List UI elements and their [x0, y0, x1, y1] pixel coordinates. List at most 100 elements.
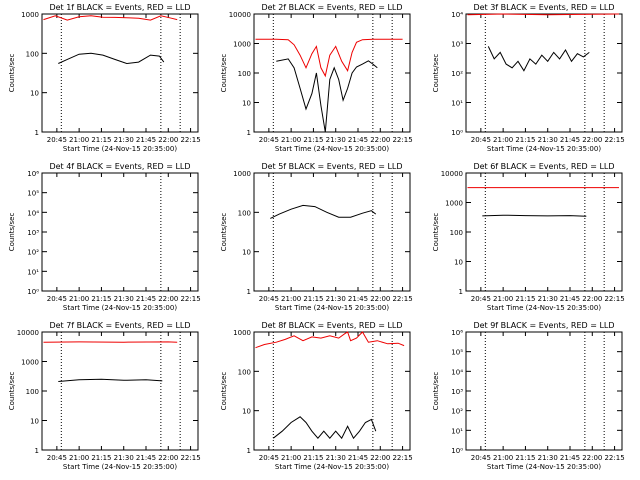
y-tick-label: 10⁴ — [451, 11, 463, 19]
events-series-line — [276, 58, 378, 133]
y-tick-label: 1000 — [233, 329, 251, 337]
plot-frame — [465, 172, 623, 292]
panel-title: Det 3f BLACK = Events, RED = LLD — [473, 3, 614, 12]
events-series-line — [482, 214, 587, 217]
y-tick-label: 10² — [27, 249, 39, 257]
y-tick-label: 1 — [459, 288, 463, 296]
x-tick-label: 21:00 — [493, 136, 513, 144]
y-axis-label: Counts/sec — [432, 213, 440, 252]
x-tick-label: 22:00 — [370, 136, 390, 144]
y-tick-label: 10³ — [451, 388, 463, 396]
x-tick-label: 21:00 — [493, 454, 513, 462]
y-axis-label: Counts/sec — [220, 372, 228, 411]
lld-series-line — [467, 13, 620, 16]
x-tick-label: 21:15 — [91, 454, 111, 462]
y-tick-label: 100 — [238, 368, 251, 376]
x-tick-label: 21:00 — [69, 136, 89, 144]
y-tick-label: 10 — [242, 249, 251, 257]
x-tick-label: 22:00 — [158, 454, 178, 462]
y-tick-label: 10 — [30, 90, 39, 98]
plot-frame — [41, 13, 199, 133]
events-series-line — [487, 46, 590, 72]
y-tick-label: 1 — [35, 129, 39, 137]
x-tick-label: 22:00 — [582, 454, 602, 462]
x-tick-label: 21:15 — [515, 454, 535, 462]
x-tick-label: 21:45 — [560, 136, 580, 144]
panel-title: Det 8f BLACK = Events, RED = LLD — [261, 321, 402, 330]
x-axis-label: Start Time (24-Nov-15 20:35:00) — [63, 145, 177, 153]
x-tick-label: 21:30 — [114, 136, 134, 144]
y-tick-label: 10000 — [17, 329, 39, 337]
x-tick-label: 20:45 — [471, 295, 491, 303]
y-axis-label: Counts/sec — [8, 54, 16, 93]
y-tick-label: 1 — [35, 447, 39, 455]
y-tick-label: 100 — [26, 388, 39, 396]
y-tick-label: 10⁰ — [451, 129, 463, 137]
y-tick-label: 10⁶ — [27, 170, 39, 178]
y-tick-label: 10⁵ — [27, 190, 39, 198]
x-tick-label: 22:15 — [180, 136, 200, 144]
y-axis-label: Counts/sec — [8, 372, 16, 411]
x-tick-label: 20:45 — [47, 454, 67, 462]
y-tick-label: 10⁴ — [27, 209, 39, 217]
events-series-line — [58, 378, 163, 382]
y-tick-label: 100 — [26, 50, 39, 58]
y-tick-label: 10 — [454, 259, 463, 267]
x-tick-label: 22:00 — [582, 136, 602, 144]
y-axis-label: Counts/sec — [220, 54, 228, 93]
x-axis-label: Start Time (24-Nov-15 20:35:00) — [63, 463, 177, 471]
x-axis-label: Start Time (24-Nov-15 20:35:00) — [275, 463, 389, 471]
events-series-line — [272, 416, 377, 440]
plot-frame — [253, 172, 411, 292]
y-axis-label: Counts/sec — [8, 213, 16, 252]
x-tick-label: 21:30 — [114, 454, 134, 462]
lld-series-line — [43, 15, 178, 21]
panel-title: Det 2f BLACK = Events, RED = LLD — [261, 3, 402, 12]
x-tick-label: 20:45 — [471, 454, 491, 462]
y-tick-label: 10⁰ — [27, 288, 39, 296]
x-tick-label: 22:00 — [370, 295, 390, 303]
x-tick-label: 20:45 — [471, 136, 491, 144]
x-axis-label: Start Time (24-Nov-15 20:35:00) — [487, 304, 601, 312]
x-tick-label: 21:45 — [560, 295, 580, 303]
y-tick-label: 10⁴ — [451, 368, 463, 376]
y-tick-label: 1000 — [233, 41, 251, 49]
x-tick-label: 21:30 — [326, 295, 346, 303]
y-tick-label: 10² — [451, 70, 463, 78]
y-tick-label: 100 — [238, 70, 251, 78]
y-tick-label: 10 — [242, 100, 251, 108]
y-tick-label: 100 — [238, 209, 251, 217]
y-tick-label: 10¹ — [451, 427, 463, 435]
panel-title: Det 5f BLACK = Events, RED = LLD — [261, 162, 402, 171]
y-tick-label: 10⁶ — [451, 329, 463, 337]
x-tick-label: 21:45 — [348, 136, 368, 144]
y-tick-label: 1 — [247, 129, 251, 137]
x-axis-label: Start Time (24-Nov-15 20:35:00) — [63, 304, 177, 312]
y-tick-label: 1000 — [21, 11, 39, 19]
x-tick-label: 21:15 — [515, 295, 535, 303]
y-axis-label: Counts/sec — [220, 213, 228, 252]
x-tick-label: 21:15 — [91, 136, 111, 144]
events-series-line — [58, 52, 165, 65]
x-tick-label: 22:15 — [180, 295, 200, 303]
x-tick-label: 21:00 — [69, 295, 89, 303]
y-tick-label: 10⁰ — [451, 447, 463, 455]
x-tick-label: 21:15 — [303, 295, 323, 303]
x-tick-label: 21:15 — [91, 295, 111, 303]
plot-frame — [41, 172, 199, 292]
x-tick-label: 21:45 — [136, 454, 156, 462]
x-tick-label: 21:00 — [493, 295, 513, 303]
x-tick-label: 21:15 — [303, 454, 323, 462]
lld-series-line — [255, 38, 403, 78]
x-tick-label: 22:15 — [604, 136, 624, 144]
y-tick-label: 1000 — [445, 200, 463, 208]
y-tick-label: 10⁵ — [451, 349, 463, 357]
x-tick-label: 21:30 — [114, 295, 134, 303]
